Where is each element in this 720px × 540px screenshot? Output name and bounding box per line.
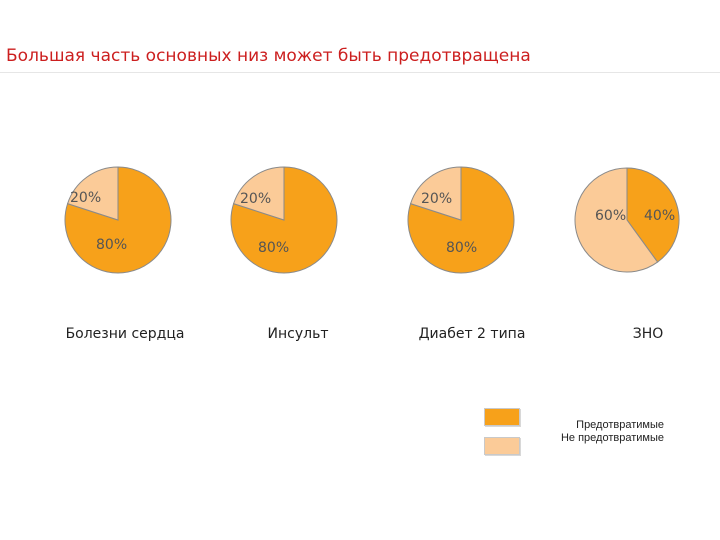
pie-1-data-label-not-preventable: 20% <box>70 190 101 206</box>
legend-swatch-preventable <box>484 408 520 426</box>
pie-2-slice-preventable <box>230 166 338 274</box>
pie-4-slice-not-preventable <box>574 167 659 273</box>
pie-1-slice-not-preventable <box>66 166 119 221</box>
pie-2-data-label-preventable: 80% <box>258 240 289 256</box>
legend-swatch-not-preventable <box>484 437 520 455</box>
pie-1-slice-preventable <box>64 166 172 274</box>
pie-4: 40% 60% ЗНО <box>574 167 680 342</box>
pie-3-data-label-not-preventable: 20% <box>421 191 452 207</box>
pie-4-data-label-not-preventable: 60% <box>595 208 626 224</box>
pie-3-slice-not-preventable <box>409 166 462 221</box>
pie-1-data-label-preventable: 80% <box>96 237 127 253</box>
pie-4-data-label-preventable: 40% <box>644 208 675 224</box>
pie-2-slice-not-preventable <box>232 166 285 221</box>
pie-2-category-label: Инсульт <box>268 326 329 342</box>
page-title: Большая часть основных низ может быть пр… <box>6 46 531 66</box>
pie-1-category-label: Болезни сердца <box>66 326 185 342</box>
title-divider <box>0 72 720 73</box>
legend-label-not-preventable: Не предотвратимые <box>560 432 664 444</box>
pie-3-data-label-preventable: 80% <box>446 240 477 256</box>
pie-2: 80% 20% Инсульт <box>230 166 338 342</box>
pie-4-slice-preventable <box>626 167 680 263</box>
legend-label-preventable: Предотвратимые <box>576 419 664 431</box>
pie-2-data-label-not-preventable: 20% <box>240 191 271 207</box>
pie-3-slice-preventable <box>407 166 515 274</box>
pie-4-category-label: ЗНО <box>633 326 664 342</box>
pie-3-category-label: Диабет 2 типа <box>419 326 526 342</box>
pie-1: 80% 20% Болезни сердца <box>64 166 185 342</box>
pie-3: 80% 20% Диабет 2 типа <box>407 166 526 342</box>
